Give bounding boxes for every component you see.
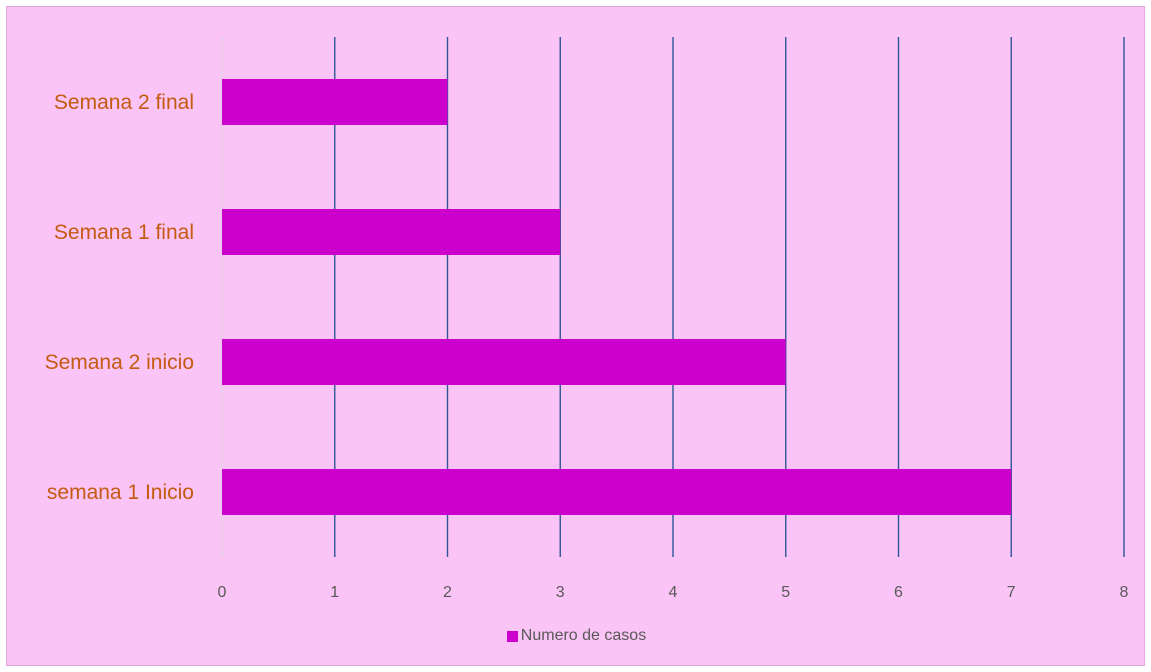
category-label: semana 1 Inicio bbox=[47, 481, 194, 504]
category-label: Semana 2 inicio bbox=[45, 351, 194, 374]
bar bbox=[222, 469, 1012, 515]
bars bbox=[222, 79, 1012, 515]
x-axis-ticks: 0 1 2 3 4 5 6 7 8 bbox=[218, 584, 1129, 601]
category-labels: semana 1 Inicio Semana 2 inicio Semana 1 f… bbox=[45, 91, 194, 504]
bar-chart: 0 1 2 3 4 5 6 7 8 semana 1 Inicio Semana 2 inicio… bbox=[45, 37, 1129, 601]
x-tick-label: 7 bbox=[1007, 584, 1016, 601]
x-tick-label: 8 bbox=[1120, 584, 1129, 601]
x-tick-label: 6 bbox=[894, 584, 903, 601]
x-tick-label: 1 bbox=[330, 584, 339, 601]
legend: Numero de casos bbox=[7, 627, 1146, 645]
category-label: Semana 2 final bbox=[54, 91, 194, 114]
legend-label: Numero de casos bbox=[520, 627, 647, 644]
x-tick-label: 4 bbox=[669, 584, 678, 601]
chart-area: 0 1 2 3 4 5 6 7 8 semana 1 Inicio Semana 2 inicio… bbox=[6, 6, 1145, 666]
x-tick-label: 0 bbox=[218, 584, 227, 601]
x-tick-label: 3 bbox=[556, 584, 565, 601]
bar bbox=[222, 79, 448, 125]
x-tick-label: 5 bbox=[781, 584, 790, 601]
x-tick-label: 2 bbox=[443, 584, 452, 601]
bar bbox=[222, 339, 786, 385]
legend-swatch bbox=[506, 630, 518, 642]
bar bbox=[222, 209, 561, 255]
category-label: Semana 1 final bbox=[54, 221, 194, 244]
